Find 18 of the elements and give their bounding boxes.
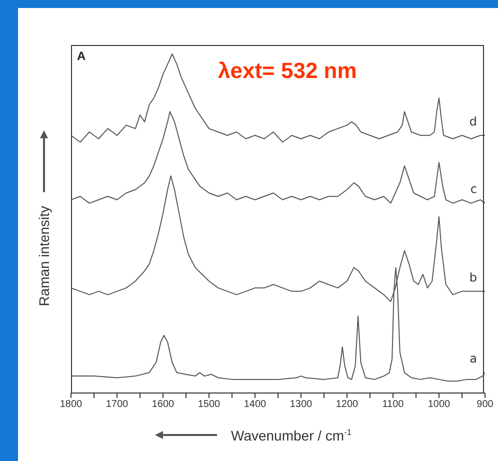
x-tick-label: 1800 <box>60 399 83 410</box>
series-label: a <box>470 352 477 366</box>
x-tick-label: 1000 <box>428 399 451 410</box>
y-axis-title: Raman intensity <box>36 206 52 306</box>
x-tick-label: 1400 <box>244 399 267 410</box>
x-tick-label: 1200 <box>336 399 359 410</box>
x-tick-label: 1500 <box>198 399 221 410</box>
annotation: A <box>77 49 86 63</box>
series-label: c <box>470 182 477 196</box>
x-tick-label: 1600 <box>152 399 175 410</box>
x-tick-label: 1700 <box>106 399 129 410</box>
series-label: d <box>469 114 477 128</box>
x-tick-label: 1100 <box>382 399 404 410</box>
annotation: λext= 532 nm <box>218 58 357 84</box>
x-tick-label: 900 <box>476 399 494 410</box>
x-tick-label: 1300 <box>290 399 313 410</box>
x-axis-title: Wavenumber / cm$^{-1}$ <box>231 427 352 444</box>
series-label: b <box>469 270 477 284</box>
